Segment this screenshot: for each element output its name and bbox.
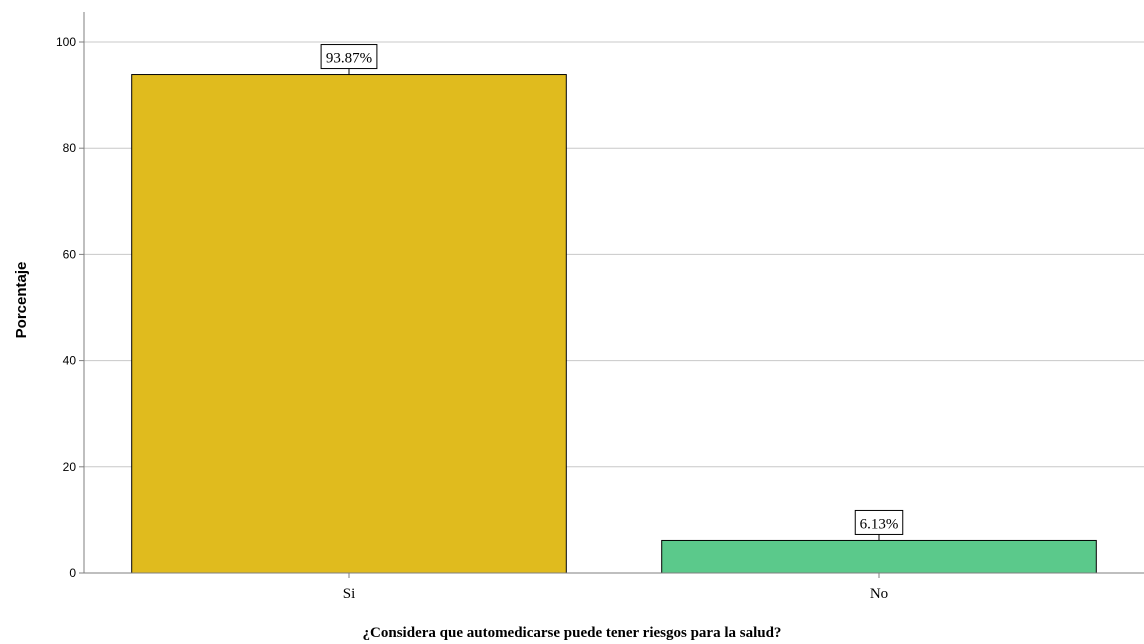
- x-tick-label: Si: [343, 586, 356, 602]
- bar: [131, 74, 567, 574]
- bars: [131, 74, 1097, 574]
- y-tick-label: 20: [63, 460, 77, 474]
- y-tick-label: 80: [63, 141, 77, 155]
- x-tick-label: No: [870, 586, 888, 602]
- data-label: 93.87%: [326, 51, 372, 67]
- x-axis-label: ¿Considera que automedicarse puede tener…: [363, 625, 782, 641]
- y-tick-label: 0: [69, 566, 76, 580]
- y-tick-label: 100: [56, 35, 76, 49]
- y-tick-label: 60: [63, 247, 77, 261]
- y-axis-label: Porcentaje: [13, 262, 30, 339]
- bar: [661, 539, 1097, 574]
- category-labels: Si No: [343, 573, 888, 602]
- y-tick-label: 40: [63, 354, 77, 368]
- data-label: 6.13%: [860, 516, 899, 532]
- data-labels: 93.87% 6.13%: [320, 44, 904, 541]
- data-label-box: [320, 44, 378, 70]
- axes: [83, 12, 1144, 574]
- y-axis-ticks: 0 20 40 60 80 100: [56, 35, 84, 580]
